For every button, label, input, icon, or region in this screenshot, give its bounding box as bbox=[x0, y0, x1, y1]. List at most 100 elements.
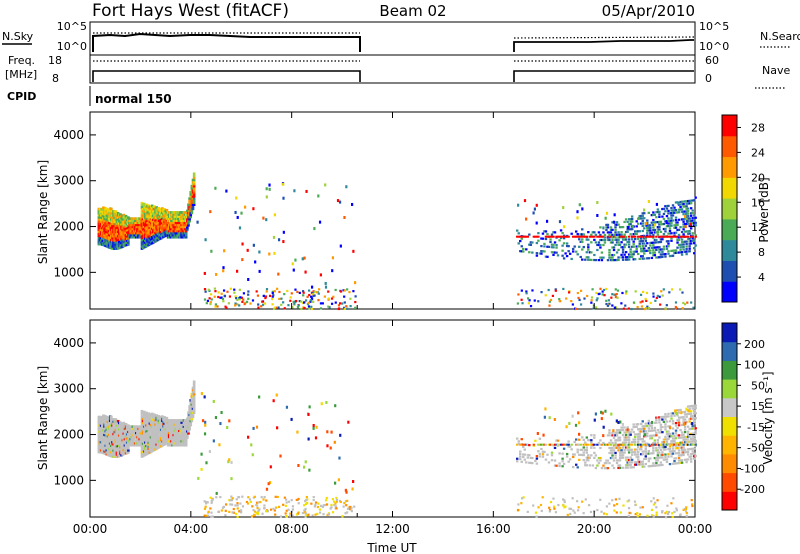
scatter-cell bbox=[658, 436, 661, 439]
scatter-cell bbox=[647, 422, 651, 425]
scatter-cell bbox=[647, 465, 651, 468]
scatter-cell bbox=[633, 232, 637, 236]
scatter-cell bbox=[562, 504, 565, 507]
scatter-cell bbox=[186, 226, 189, 229]
scatter-cell bbox=[596, 243, 599, 247]
scatter-cell bbox=[578, 438, 581, 441]
scatter-cell bbox=[611, 446, 614, 450]
scatter-cell bbox=[210, 298, 213, 301]
scatter-cell bbox=[643, 457, 646, 461]
scatter-cell bbox=[192, 380, 196, 384]
scatter-cell bbox=[317, 194, 320, 198]
scatter-cell bbox=[688, 219, 691, 223]
scatter-cell bbox=[691, 407, 694, 410]
scatter-cell bbox=[680, 208, 684, 211]
scatter-cell bbox=[569, 507, 573, 510]
scatter-cell bbox=[527, 297, 530, 300]
scatter-cell bbox=[632, 466, 635, 469]
scatter-cell bbox=[304, 502, 308, 506]
scatter-cell bbox=[664, 423, 667, 426]
scatter-cell bbox=[647, 199, 650, 203]
scatter-cell bbox=[643, 465, 646, 468]
scatter-cell bbox=[600, 251, 604, 254]
scatter-cell bbox=[665, 304, 668, 307]
scatter-cell bbox=[571, 235, 575, 238]
scatter-cell bbox=[313, 290, 316, 293]
scatter-cell bbox=[623, 243, 626, 246]
scatter-cell bbox=[313, 227, 316, 231]
scatter-cell bbox=[647, 419, 651, 422]
scatter-cell bbox=[590, 434, 593, 437]
scatter-cell bbox=[650, 427, 654, 430]
scatter-cell bbox=[671, 432, 675, 435]
scatter-cell bbox=[519, 235, 522, 238]
scatter-cell bbox=[577, 506, 580, 509]
scatter-cell bbox=[667, 252, 670, 255]
scatter-cell bbox=[297, 502, 300, 505]
scatter-cell bbox=[188, 219, 191, 223]
scatter-cell bbox=[583, 297, 586, 300]
scatter-cell bbox=[297, 304, 300, 307]
scatter-cell bbox=[582, 451, 585, 454]
scatter-cell bbox=[597, 461, 601, 465]
scatter-cell bbox=[576, 216, 579, 220]
scatter-cell bbox=[667, 435, 670, 438]
scatter-cell bbox=[665, 215, 669, 218]
scatter-cell bbox=[630, 253, 634, 256]
scatter-cell bbox=[631, 224, 634, 228]
scatter-cell bbox=[656, 210, 660, 214]
scatter-cell bbox=[231, 503, 234, 506]
scatter-cell bbox=[685, 219, 689, 223]
scatter-cell bbox=[558, 443, 561, 446]
scatter-cell bbox=[640, 240, 643, 243]
scatter-cell bbox=[615, 431, 619, 434]
colorbar-segment bbox=[722, 281, 737, 303]
scatter-cell bbox=[646, 257, 649, 260]
scatter-cell bbox=[673, 457, 676, 460]
scatter-cell bbox=[686, 458, 690, 461]
scatter-cell bbox=[312, 499, 315, 502]
scatter-cell bbox=[623, 431, 626, 434]
scatter-cell bbox=[520, 497, 524, 500]
scatter-cell bbox=[656, 233, 660, 236]
scatter-cell bbox=[606, 443, 610, 446]
scatter-cell bbox=[621, 451, 625, 454]
scatter-cell bbox=[611, 304, 614, 307]
scatter-cell bbox=[682, 443, 685, 446]
scatter-cell bbox=[658, 251, 661, 254]
scatter-cell bbox=[685, 210, 688, 213]
scatter-cell bbox=[304, 511, 307, 514]
scatter-cell bbox=[682, 210, 685, 213]
scatter-cell bbox=[653, 254, 657, 257]
scatter-cell bbox=[617, 243, 620, 246]
scatter-cell bbox=[526, 235, 530, 238]
scatter-cell bbox=[656, 441, 660, 444]
scatter-cell bbox=[584, 448, 587, 452]
scatter-cell bbox=[573, 235, 576, 238]
scatter-cell bbox=[689, 239, 693, 243]
scatter-cell bbox=[559, 443, 563, 446]
scatter-cell bbox=[225, 189, 228, 193]
scatter-cell bbox=[255, 290, 258, 293]
scatter-cell bbox=[656, 456, 660, 459]
scatter-cell bbox=[576, 448, 579, 451]
scatter-cell bbox=[629, 253, 632, 256]
scatter-cell bbox=[676, 409, 679, 412]
scatter-cell bbox=[251, 505, 254, 508]
scatter-cell bbox=[325, 496, 328, 500]
scatter-cell bbox=[351, 202, 354, 206]
scatter-cell bbox=[140, 201, 144, 205]
scatter-cell bbox=[664, 255, 667, 258]
power-scatter bbox=[97, 172, 697, 311]
scatter-cell bbox=[282, 503, 285, 506]
colorbar-tick-label: 28 bbox=[751, 121, 765, 134]
scatter-cell bbox=[571, 247, 575, 251]
scatter-cell bbox=[624, 256, 628, 259]
scatter-cell bbox=[520, 443, 523, 446]
scatter-cell bbox=[661, 250, 664, 253]
scatter-cell bbox=[615, 503, 619, 506]
scatter-cell bbox=[519, 450, 522, 453]
scatter-cell bbox=[650, 434, 654, 437]
scatter-cell bbox=[650, 452, 654, 455]
